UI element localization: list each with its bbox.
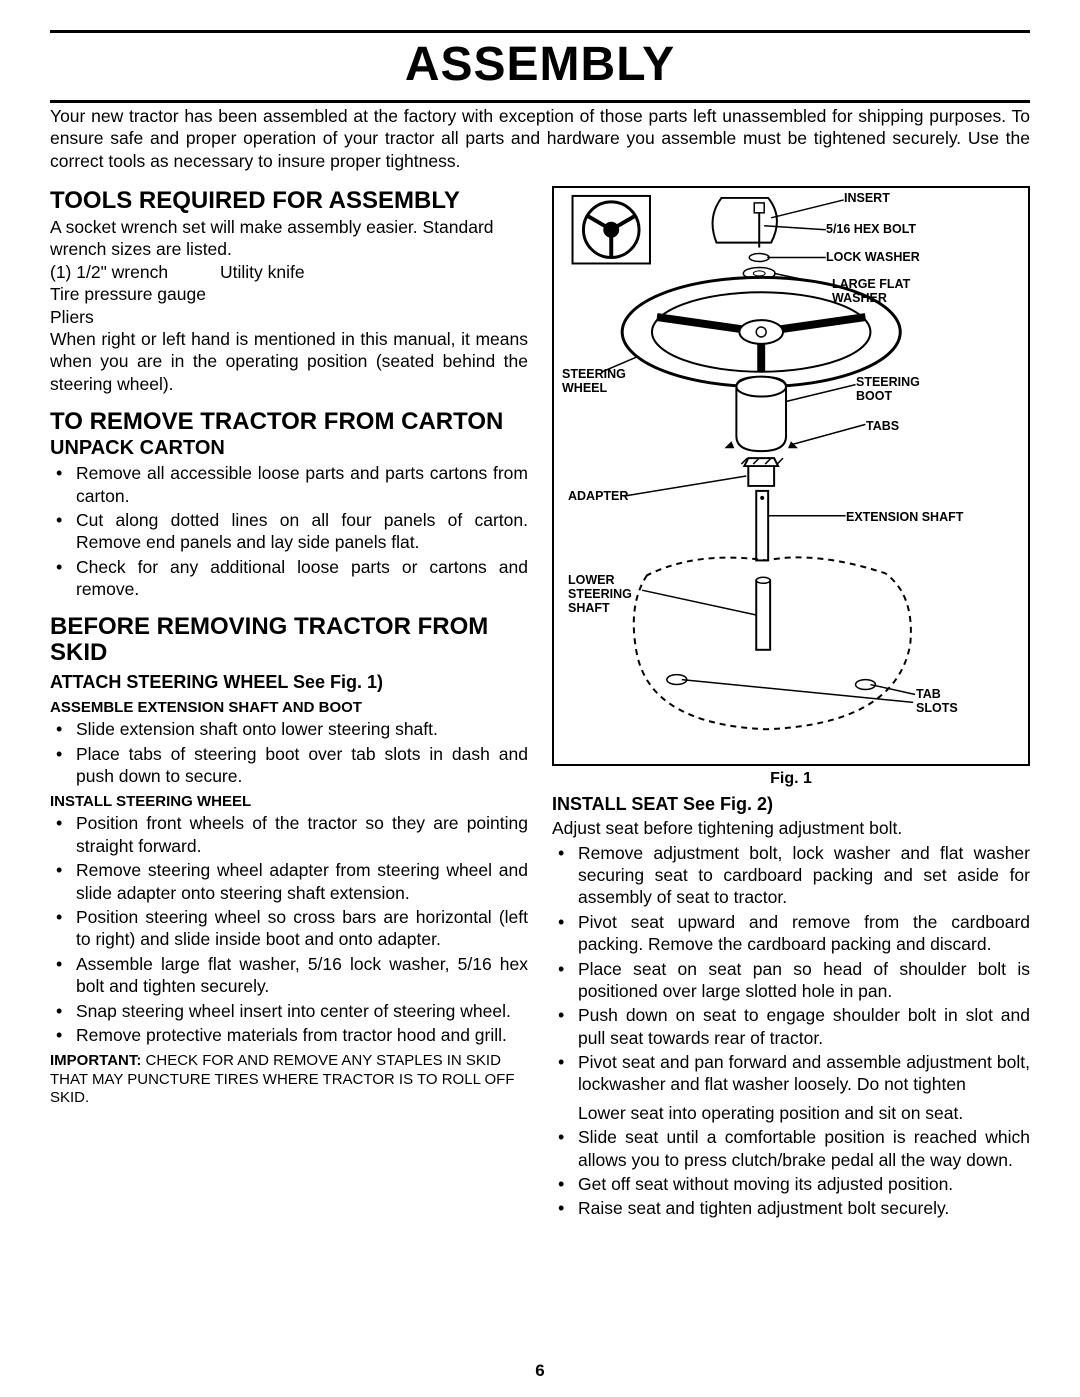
figure-1-svg xyxy=(554,188,1028,764)
list-item: Remove adjustment bolt, lock washer and … xyxy=(552,842,1030,909)
bottom-rule xyxy=(50,100,1030,103)
label-flat-washer: LARGE FLAT WASHER xyxy=(832,278,910,306)
list-item: Position front wheels of the tractor so … xyxy=(50,812,528,857)
list-item: Position steering wheel so cross bars ar… xyxy=(50,906,528,951)
list-item: Cut along dotted lines on all four panel… xyxy=(50,509,528,554)
page-title: ASSEMBLY xyxy=(50,37,1030,92)
list-item: Slide seat until a comfortable position … xyxy=(552,1126,1030,1171)
tools-note: When right or left hand is mentioned in … xyxy=(50,328,528,395)
page-number: 6 xyxy=(0,1361,1080,1381)
remove-carton-heading: TO REMOVE TRACTOR FROM CARTON xyxy=(50,409,528,435)
list-item: Pivot seat upward and remove from the ca… xyxy=(552,911,1030,956)
list-item: Pivot seat and pan forward and assemble … xyxy=(552,1051,1030,1096)
install-seat-lead: Adjust seat before tightening adjustment… xyxy=(552,817,1030,839)
top-rule xyxy=(50,30,1030,33)
list-item: Check for any additional loose parts or … xyxy=(50,556,528,601)
right-column: INSERT 5/16 HEX BOLT LOCK WASHER LARGE F… xyxy=(552,186,1030,1226)
list-item: Get off seat without moving its adjusted… xyxy=(552,1173,1030,1195)
important-label: IMPORTANT: xyxy=(50,1052,141,1069)
install-wheel-list: Position front wheels of the tractor so … xyxy=(50,812,528,1046)
left-column: TOOLS REQUIRED FOR ASSEMBLY A socket wre… xyxy=(50,186,528,1226)
list-item: Push down on seat to engage shoulder bol… xyxy=(552,1004,1030,1049)
label-steering-boot: STEERING BOOT xyxy=(856,376,920,404)
list-item: Slide extension shaft onto lower steerin… xyxy=(50,718,528,740)
tools-list: (1) 1/2" wrench Utility knife Tire press… xyxy=(50,261,528,328)
important-note: IMPORTANT: CHECK FOR AND REMOVE ANY STAP… xyxy=(50,1052,528,1107)
label-adapter: ADAPTER xyxy=(568,490,628,504)
tool-wrench: (1) 1/2" wrench xyxy=(50,261,220,283)
before-skid-heading: BEFORE REMOVING TRACTOR FROM SKID xyxy=(50,614,528,666)
list-item: Place seat on seat pan so head of should… xyxy=(552,958,1030,1003)
tools-lead: A socket wrench set will make assembly e… xyxy=(50,216,528,261)
label-lower-shaft: LOWER STEERING SHAFT xyxy=(568,574,632,615)
label-lock-washer: LOCK WASHER xyxy=(826,251,920,265)
list-item: Assemble large flat washer, 5/16 lock wa… xyxy=(50,953,528,998)
install-wheel-sub: INSTALL STEERING WHEEL xyxy=(50,793,528,810)
label-tabs: TABS xyxy=(866,420,899,434)
assemble-ext-list: Slide extension shaft onto lower steerin… xyxy=(50,718,528,787)
attach-wheel-sub: ATTACH STEERING WHEEL See Fig. 1) xyxy=(50,672,528,693)
list-item: Remove protective materials from tractor… xyxy=(50,1024,528,1046)
label-hex-bolt: 5/16 HEX BOLT xyxy=(826,223,916,237)
figure-caption: Fig. 1 xyxy=(552,770,1030,788)
intro-paragraph: Your new tractor has been assembled at t… xyxy=(50,105,1030,172)
list-item: Place tabs of steering boot over tab slo… xyxy=(50,743,528,788)
two-column-layout: TOOLS REQUIRED FOR ASSEMBLY A socket wre… xyxy=(50,186,1030,1226)
unpack-carton-sub: UNPACK CARTON xyxy=(50,437,528,460)
label-steering-wheel: STEERING WHEEL xyxy=(562,368,626,396)
tool-knife: Utility knife xyxy=(220,261,305,283)
assemble-ext-sub: ASSEMBLE EXTENSION SHAFT AND BOOT xyxy=(50,699,528,716)
install-seat-list: Remove adjustment bolt, lock washer and … xyxy=(552,842,1030,1096)
label-ext-shaft: EXTENSION SHAFT xyxy=(846,511,963,525)
list-item: Raise seat and tighten adjustment bolt s… xyxy=(552,1197,1030,1219)
tools-heading: TOOLS REQUIRED FOR ASSEMBLY xyxy=(50,188,528,214)
unpack-carton-list: Remove all accessible loose parts and pa… xyxy=(50,462,528,600)
tool-gauge: Tire pressure gauge xyxy=(50,283,528,305)
install-seat-nobullet: Lower seat into operating position and s… xyxy=(552,1102,1030,1124)
install-seat-list2: Slide seat until a comfortable position … xyxy=(552,1126,1030,1220)
figure-1-box: INSERT 5/16 HEX BOLT LOCK WASHER LARGE F… xyxy=(552,186,1030,766)
list-item: Remove steering wheel adapter from steer… xyxy=(50,859,528,904)
list-item: Remove all accessible loose parts and pa… xyxy=(50,462,528,507)
label-insert: INSERT xyxy=(844,192,890,206)
tool-pliers: Pliers xyxy=(50,306,528,328)
install-seat-heading: INSTALL SEAT See Fig. 2) xyxy=(552,794,1030,815)
list-item: Snap steering wheel insert into center o… xyxy=(50,1000,528,1022)
label-tab-slots: TAB SLOTS xyxy=(916,688,958,716)
